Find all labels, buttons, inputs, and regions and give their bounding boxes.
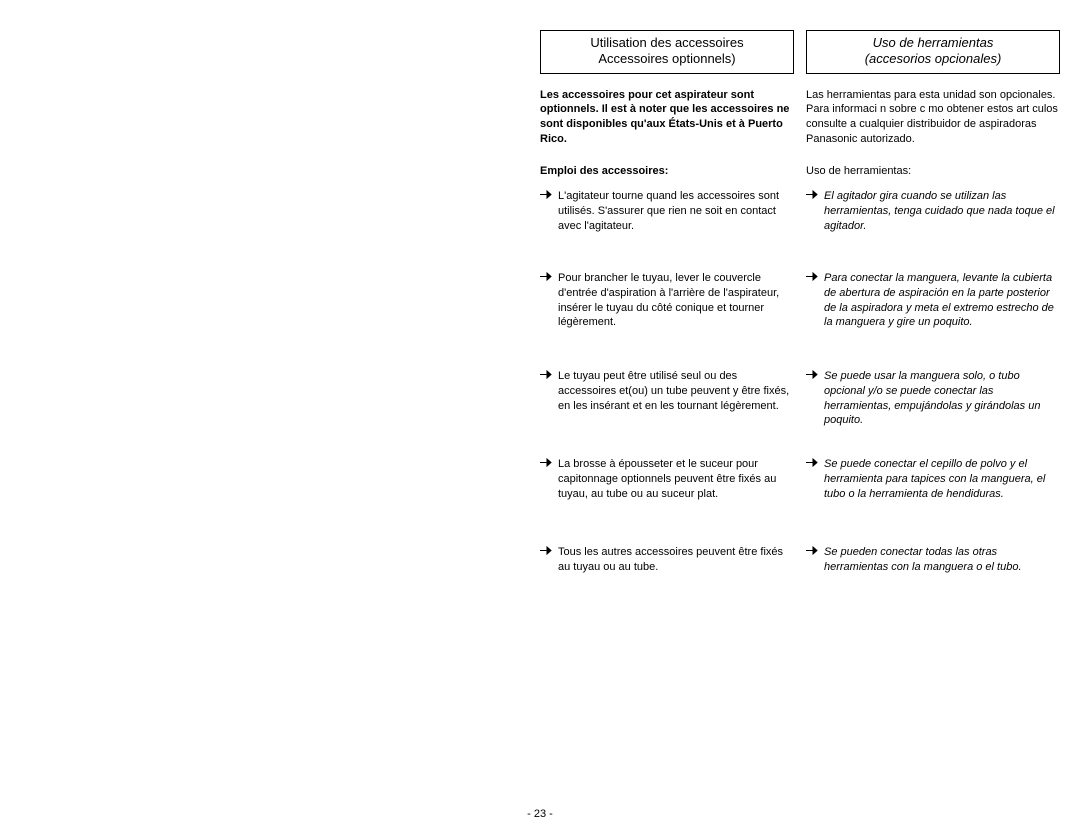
bullet-es-4: Se puede conectar el cepillo de polvo y … bbox=[806, 457, 1060, 545]
arrow-icon bbox=[806, 545, 824, 555]
bullet-text: Se puede conectar el cepillo de polvo y … bbox=[824, 457, 1060, 502]
bullet-text: El agitador gira cuando se utilizan las … bbox=[824, 189, 1060, 234]
arrow-icon bbox=[540, 545, 558, 555]
bullet-es-3: Se puede usar la manguera solo, o tubo o… bbox=[806, 369, 1060, 457]
subhead-es: Uso de herramientas: bbox=[806, 165, 1060, 177]
title-box-french: Utilisation des accessoires Accessoires … bbox=[540, 30, 794, 74]
title-line1-es: Uso de herramientas bbox=[813, 35, 1053, 51]
arrow-icon bbox=[540, 189, 558, 199]
bullets-es: El agitador gira cuando se utilizan las … bbox=[806, 189, 1060, 627]
bullet-fr-3: Le tuyau peut être utilisé seul ou des a… bbox=[540, 369, 794, 457]
column-french: Utilisation des accessoires Accessoires … bbox=[540, 30, 794, 627]
arrow-icon bbox=[806, 189, 824, 199]
bullet-es-2: Para conectar la manguera, levante la cu… bbox=[806, 271, 1060, 369]
arrow-icon bbox=[540, 457, 558, 467]
intro-fr: Les accessoires pour cet aspirateur sont… bbox=[540, 88, 794, 147]
bullet-text: La brosse à épousseter et le suceur pour… bbox=[558, 457, 794, 502]
bullet-text: L'agitateur tourne quand les accessoires… bbox=[558, 189, 794, 234]
bullets-fr: L'agitateur tourne quand les accessoires… bbox=[540, 189, 794, 627]
page-content: Utilisation des accessoires Accessoires … bbox=[540, 30, 1060, 627]
title-line2-fr: Accessoires optionnels) bbox=[547, 51, 787, 67]
bullet-es-1: El agitador gira cuando se utilizan las … bbox=[806, 189, 1060, 271]
bullet-fr-1: L'agitateur tourne quand les accessoires… bbox=[540, 189, 794, 271]
arrow-icon bbox=[540, 369, 558, 379]
bullet-text: Se pueden conectar todas las otras herra… bbox=[824, 545, 1060, 575]
bullet-text: Tous les autres accessoires peuvent être… bbox=[558, 545, 794, 575]
bullet-text: Para conectar la manguera, levante la cu… bbox=[824, 271, 1060, 330]
bullet-es-5: Se pueden conectar todas las otras herra… bbox=[806, 545, 1060, 627]
title-box-spanish: Uso de herramientas (accesorios opcional… bbox=[806, 30, 1060, 74]
title-line2-es: (accesorios opcionales) bbox=[813, 51, 1053, 67]
arrow-icon bbox=[806, 369, 824, 379]
bullet-fr-5: Tous les autres accessoires peuvent être… bbox=[540, 545, 794, 627]
page-number: - 23 - bbox=[0, 808, 1080, 820]
bullet-fr-2: Pour brancher le tuyau, lever le couverc… bbox=[540, 271, 794, 369]
bullet-text: Pour brancher le tuyau, lever le couverc… bbox=[558, 271, 794, 330]
bullet-text: Se puede usar la manguera solo, o tubo o… bbox=[824, 369, 1060, 428]
title-line1-fr: Utilisation des accessoires bbox=[547, 35, 787, 51]
arrow-icon bbox=[806, 457, 824, 467]
intro-es: Las herramientas para esta unidad son op… bbox=[806, 88, 1060, 147]
bullet-fr-4: La brosse à épousseter et le suceur pour… bbox=[540, 457, 794, 545]
arrow-icon bbox=[806, 271, 824, 281]
arrow-icon bbox=[540, 271, 558, 281]
column-spanish: Uso de herramientas (accesorios opcional… bbox=[806, 30, 1060, 627]
subhead-fr: Emploi des accessoires: bbox=[540, 165, 794, 177]
bullet-text: Le tuyau peut être utilisé seul ou des a… bbox=[558, 369, 794, 414]
